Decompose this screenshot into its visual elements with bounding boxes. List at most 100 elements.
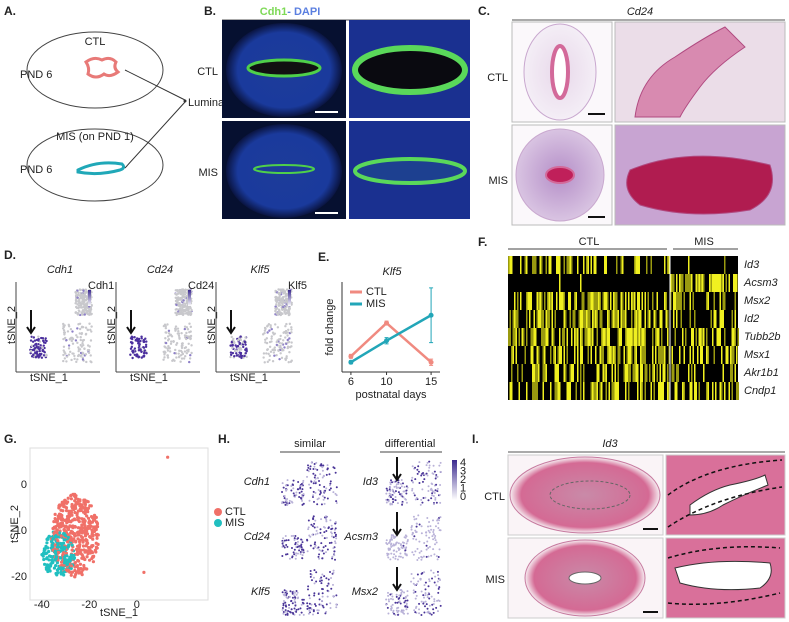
cell-dot (318, 593, 320, 595)
cell-dot (429, 546, 431, 548)
heatmap-stripe (538, 292, 540, 310)
cell-dot (282, 604, 284, 606)
cell-dot (330, 531, 332, 533)
cell-dot (417, 473, 419, 475)
cell-dot (427, 596, 429, 598)
heatmap-stripe (511, 364, 513, 382)
cell-dot (385, 493, 387, 495)
cell-dot (266, 342, 268, 344)
heatmap-stripe (715, 382, 717, 400)
cell-dot (393, 553, 395, 555)
heatmap-stripe (735, 364, 737, 382)
cell-dot (398, 491, 400, 493)
cell-dot (440, 605, 442, 607)
heatmap-stripe (606, 256, 608, 274)
cell-dot (313, 466, 315, 468)
cell-dot (289, 346, 291, 348)
cell-dot (83, 526, 86, 529)
heatmap-stripe (679, 346, 681, 364)
cell-dot (385, 599, 387, 601)
point (348, 354, 353, 359)
heatmap-stripe (609, 328, 611, 346)
cell-dot (415, 598, 417, 600)
cell-dot (69, 337, 71, 339)
cell-dot (294, 597, 296, 599)
heatmap-stripe (546, 310, 548, 328)
cell-dot (289, 590, 291, 592)
cell-dot (413, 492, 415, 494)
cell-dot (177, 330, 179, 332)
heatmap-stripe (613, 382, 615, 400)
heatmap-stripe (615, 364, 617, 382)
heatmap-stripe (634, 292, 636, 310)
cell-dot (435, 539, 437, 541)
cell-dot (301, 547, 303, 549)
heatmap-stripe (576, 292, 578, 310)
cell-dot (143, 352, 145, 354)
cell-dot (184, 293, 186, 295)
cell-dot (400, 543, 402, 545)
cell-dot (67, 528, 70, 531)
cell-dot (187, 309, 189, 311)
cell-dot (52, 520, 55, 523)
heatmap-stripe (600, 292, 602, 310)
cell-dot (190, 344, 192, 346)
cell-dot (391, 607, 393, 609)
legend-swatch (214, 519, 222, 527)
cell-dot (413, 592, 415, 594)
heatmap-stripe (723, 274, 725, 292)
cell-dot (290, 341, 292, 343)
heatmap-stripe (573, 310, 575, 328)
cell-dot (411, 529, 413, 531)
legend-title: Cd24 (188, 280, 214, 292)
cell-dot (318, 549, 320, 551)
cell-dot (426, 545, 428, 547)
cell-dot (289, 323, 291, 325)
cell-dot (60, 525, 63, 528)
heatmap-stripe (615, 382, 617, 400)
cell-dot (396, 541, 398, 543)
cell-dot (289, 596, 291, 598)
cell-dot (69, 351, 71, 353)
cell-dot (67, 330, 69, 332)
cell-dot (174, 312, 176, 314)
heatmap-stripe (601, 346, 603, 364)
cell-dot (278, 302, 280, 304)
cell-dot (426, 556, 428, 558)
heatmap-stripe (546, 364, 548, 382)
cell-dot (178, 352, 180, 354)
cell-dot (282, 603, 284, 605)
cell-dot (96, 522, 99, 525)
cell-dot (70, 511, 73, 514)
cell-dot (400, 483, 402, 485)
cell-dot (84, 538, 87, 541)
cell-dot (397, 614, 399, 616)
cell-dot (190, 313, 192, 315)
cell-dot (62, 528, 65, 531)
cell-dot (36, 346, 38, 348)
heatmap-stripe (592, 328, 594, 346)
heatmap-stripe (547, 310, 549, 328)
heatmap-stripe (726, 346, 728, 364)
heatmap-stripe (730, 346, 732, 364)
cell-dot (332, 547, 334, 549)
cell-dot (416, 526, 418, 528)
cell-dot (286, 503, 288, 505)
heatmap-stripe (519, 328, 521, 346)
cell-dot (297, 488, 299, 490)
cell-dot (291, 502, 293, 504)
cell-dot (416, 583, 418, 585)
heatmap-stripe (558, 346, 560, 364)
cell-dot (47, 550, 50, 553)
cell-dot (281, 313, 283, 315)
label: PND 6 (20, 69, 52, 81)
cell-dot (414, 550, 416, 552)
cell-dot (268, 359, 270, 361)
heatmap-stripe (708, 292, 710, 310)
heatmap-stripe (544, 346, 546, 364)
cell-dot (56, 569, 59, 572)
cell-dot (189, 338, 191, 340)
heatmap-stripe (508, 328, 510, 346)
cell-dot (294, 549, 296, 551)
cell-dot (64, 524, 67, 527)
